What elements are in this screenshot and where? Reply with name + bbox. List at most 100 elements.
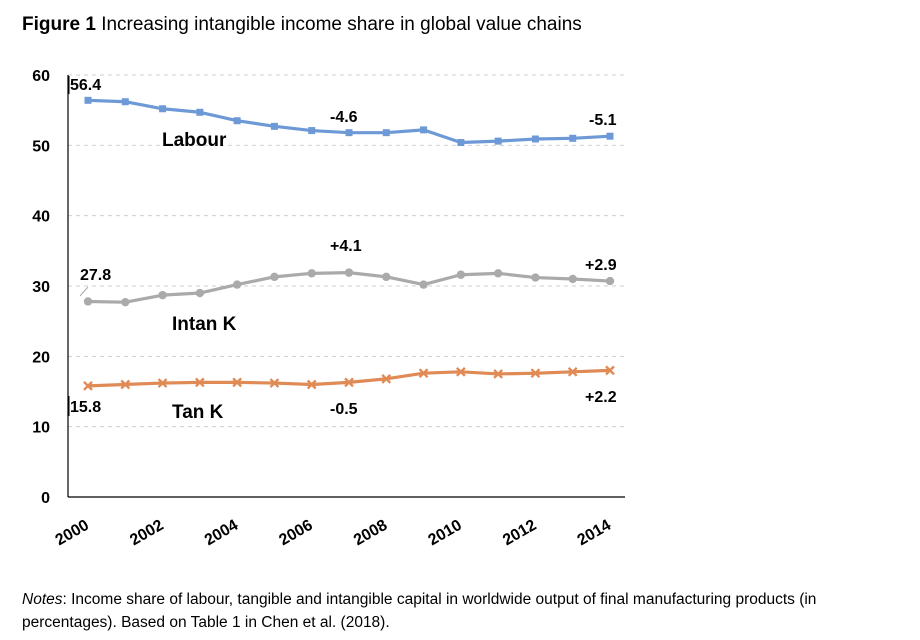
intan-k-point (344, 268, 354, 277)
tan-k-point-stroke (232, 377, 242, 388)
x-tick-label: 2012 (500, 517, 539, 550)
tan-k-point (418, 368, 429, 379)
tan-k-point-stroke (269, 378, 280, 388)
tan-k-point (567, 366, 578, 377)
figure-title-text: Increasing intangible income share in gl… (101, 14, 582, 35)
annotation-label: -4.6 (330, 109, 358, 126)
labour-point (531, 135, 539, 143)
labour-point (159, 105, 167, 113)
y-tick-label: 10 (32, 420, 50, 437)
x-tick-label: 2014 (575, 517, 614, 550)
intan-k-point (531, 273, 540, 282)
tan-k-point (195, 377, 205, 388)
tan-k-point-stroke (83, 381, 93, 391)
tan-k-point-stroke (195, 377, 205, 388)
intan-k-point (382, 272, 391, 282)
tan-k-point (493, 369, 503, 379)
y-tick-label: 40 (32, 209, 50, 226)
labour-point (84, 96, 92, 104)
tan-k-point (306, 379, 317, 390)
tan-k-point (232, 377, 242, 388)
tan-k-point (83, 381, 93, 391)
axes (67, 75, 625, 498)
intan-k-point (456, 270, 466, 279)
x-tick-label: 2006 (276, 517, 315, 550)
y-tick-label: 60 (32, 68, 50, 85)
labour-point (121, 98, 129, 106)
intan-k-point (605, 276, 615, 286)
tan-k-point (157, 378, 168, 388)
intan-k-point (195, 288, 205, 298)
labour-point (196, 108, 204, 116)
x-tick-label: 2002 (127, 517, 166, 550)
intan-k-point (493, 269, 503, 278)
annotation-label: 56.4 (70, 77, 101, 94)
labour-point (569, 134, 577, 142)
annotation-label: -0.5 (330, 401, 358, 418)
tan-k-point-stroke (306, 379, 317, 390)
annotation-label: +2.9 (585, 257, 617, 274)
intan-k-point (232, 280, 242, 289)
intan-k-series-label: Intan K (172, 314, 237, 335)
tan-k-point-stroke (418, 368, 429, 379)
tan-k-point (605, 365, 615, 376)
annotation-label: +2.2 (585, 389, 617, 406)
labour-point (308, 127, 316, 135)
intan-k-point (121, 297, 130, 307)
tan-k-point-stroke (157, 378, 168, 388)
figure-title: Figure 1 Increasing intangible income sh… (22, 14, 582, 36)
intan-k-point (568, 274, 577, 284)
annotation-label: 15.8 (70, 399, 101, 416)
y-tick-label: 30 (32, 279, 50, 296)
y-tick-label: 20 (32, 349, 50, 366)
x-tick-label: 2000 (53, 517, 92, 550)
y-axis-ticks: 0 10 20 30 40 50 60 (32, 68, 50, 507)
x-axis-ticks: 2000 2002 2004 2006 2008 2010 2012 2014 (53, 517, 614, 550)
gridlines (68, 74, 625, 428)
intan-k-point (307, 269, 316, 278)
intan-k-point (83, 297, 93, 306)
annotation-leader (79, 286, 89, 297)
labour-point (233, 117, 241, 125)
labour-point (382, 129, 390, 137)
tan-k-point (344, 377, 354, 388)
tan-k-series-label: Tan K (172, 402, 224, 423)
labour-series-label: Labour (162, 130, 227, 151)
tan-k-point-stroke (530, 368, 541, 379)
figure-notes: Notes: Income share of labour, tangible … (22, 588, 902, 634)
y-tick-label: 50 (32, 138, 50, 155)
labour-point (420, 126, 428, 134)
intan-k-point (419, 280, 428, 289)
tan-k-point (269, 378, 280, 388)
labour-point (457, 139, 465, 147)
annotation-label: -5.1 (589, 112, 617, 129)
tan-k-point-stroke (344, 377, 354, 388)
annotations: Labour Intan K Tan K 56.4 -4.6 -5.1 27.8 +4.1 +2… (68, 76, 617, 423)
series-markers (83, 96, 615, 391)
tan-k-point (381, 373, 392, 384)
labour-point (270, 122, 278, 130)
tan-k-point-stroke (456, 366, 466, 377)
notes-label: Notes (22, 591, 63, 608)
notes-text: : Income share of labour, tangible and i… (22, 591, 817, 631)
intan-k-point (158, 290, 167, 300)
labour-point (345, 129, 353, 137)
intan-k-point (270, 272, 279, 282)
x-tick-label: 2004 (202, 517, 241, 550)
tan-k-point (120, 379, 131, 390)
annotation-label: 27.8 (80, 267, 111, 284)
tan-k-point-stroke (567, 366, 578, 377)
tan-k-point-stroke (493, 369, 503, 379)
tan-k-point-stroke (605, 365, 615, 376)
tan-k-point (530, 368, 541, 379)
tan-k-point-stroke (120, 379, 131, 390)
tan-k-point (456, 366, 466, 377)
x-tick-label: 2008 (351, 517, 390, 550)
x-tick-label: 2010 (426, 517, 465, 550)
y-tick-label: 0 (41, 490, 50, 507)
figure-label: Figure 1 (22, 14, 96, 35)
labour-point (494, 137, 502, 145)
annotation-label: +4.1 (330, 238, 362, 255)
tan-k-point-stroke (381, 373, 392, 384)
